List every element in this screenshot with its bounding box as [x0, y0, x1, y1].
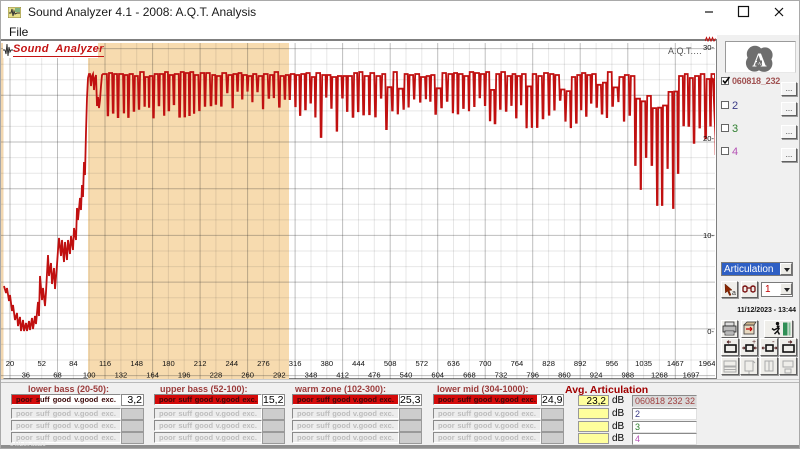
svg-text:1697: 1697	[683, 371, 700, 380]
svg-text:292: 292	[273, 371, 286, 380]
svg-text:100: 100	[83, 371, 96, 380]
svg-text:276: 276	[257, 359, 270, 368]
svg-text:444: 444	[352, 359, 365, 368]
svg-text:860: 860	[558, 371, 571, 380]
svg-text:a: a	[732, 290, 736, 297]
svg-text:924: 924	[590, 371, 603, 380]
svg-text:316: 316	[289, 359, 302, 368]
svg-text:148: 148	[130, 359, 143, 368]
svg-text:476: 476	[368, 371, 381, 380]
svg-text:164: 164	[146, 371, 159, 380]
svg-text:508: 508	[384, 359, 397, 368]
svg-text:116: 116	[99, 359, 111, 368]
svg-text:956: 956	[606, 359, 619, 368]
svg-text:260: 260	[241, 371, 254, 380]
svg-text:348: 348	[305, 371, 318, 380]
svg-text:604: 604	[431, 371, 444, 380]
svg-text:52: 52	[37, 359, 45, 368]
svg-text:244: 244	[225, 359, 238, 368]
svg-text:196: 196	[178, 371, 191, 380]
svg-text:20: 20	[6, 359, 14, 368]
svg-text:892: 892	[574, 359, 587, 368]
svg-text:84: 84	[69, 359, 77, 368]
svg-text:132: 132	[115, 371, 128, 380]
svg-text:1964: 1964	[699, 359, 715, 368]
svg-text:36: 36	[22, 371, 30, 380]
svg-text:0-: 0-	[707, 327, 714, 336]
svg-text:1035: 1035	[635, 359, 652, 368]
svg-text:20-: 20-	[703, 134, 714, 143]
svg-text:764: 764	[511, 359, 524, 368]
svg-text:228: 228	[210, 371, 223, 380]
svg-text:796: 796	[526, 371, 539, 380]
svg-text:1268: 1268	[651, 371, 668, 380]
svg-text:68: 68	[53, 371, 61, 380]
svg-text:A.Q.T.…: A.Q.T.…	[668, 46, 702, 56]
svg-text:412: 412	[336, 371, 349, 380]
svg-text:380: 380	[320, 359, 333, 368]
svg-text:828: 828	[542, 359, 555, 368]
svg-text:572: 572	[415, 359, 428, 368]
svg-text:636: 636	[447, 359, 460, 368]
svg-text:540: 540	[400, 371, 413, 380]
svg-text:1467: 1467	[667, 359, 684, 368]
svg-text:10-: 10-	[703, 231, 714, 240]
svg-text:668: 668	[463, 371, 476, 380]
svg-text:212: 212	[194, 359, 207, 368]
svg-text:-: -	[772, 339, 775, 346]
svg-text:30-: 30-	[703, 43, 714, 52]
svg-text:700: 700	[479, 359, 492, 368]
svg-text:·A·: ·A·	[756, 61, 763, 66]
svg-text:988: 988	[621, 371, 634, 380]
svg-text:732: 732	[495, 371, 508, 380]
svg-text:180: 180	[162, 359, 175, 368]
svg-text:+: +	[752, 339, 756, 346]
